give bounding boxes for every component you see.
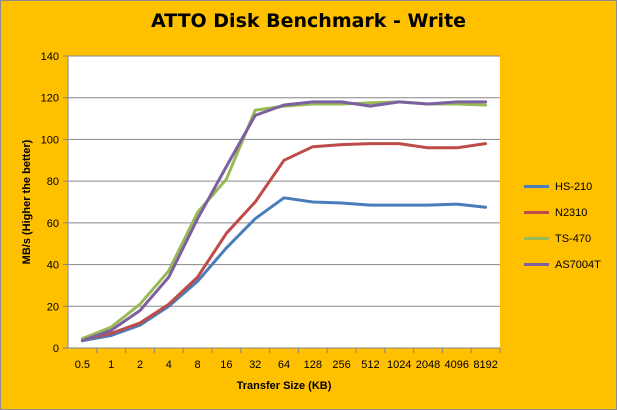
- y-tick-label: 0: [53, 343, 59, 355]
- x-tick-label: 1024: [387, 359, 411, 371]
- series-line-hs-210: [80, 196, 488, 343]
- x-tick-label: 4096: [445, 359, 469, 371]
- x-tick-label: 1: [108, 359, 114, 371]
- x-tick-label: 128: [304, 359, 322, 371]
- series-lines: [80, 100, 488, 343]
- legend-item: HS-210: [524, 180, 614, 193]
- x-tick-label: 16: [220, 359, 232, 371]
- x-tick-label: 4: [166, 359, 172, 371]
- x-tick-label: 0.5: [75, 359, 90, 371]
- x-tick-label: 2048: [416, 359, 440, 371]
- series-line-as7004t: [80, 100, 488, 343]
- y-tick-label: 100: [41, 134, 59, 146]
- legend-swatch: [524, 211, 549, 214]
- y-axis-label: MB/s (Higher the better): [21, 139, 33, 264]
- legend-item: AS7004T: [524, 258, 614, 271]
- y-tick-label: 120: [41, 93, 59, 105]
- legend-item: TS-470: [524, 232, 614, 245]
- x-axis-label: Transfer Size (KB): [237, 380, 332, 392]
- legend-label: N2310: [555, 206, 588, 219]
- legend-swatch: [524, 263, 549, 266]
- y-tick-label: 140: [41, 51, 59, 63]
- x-tick-label: 8: [195, 359, 201, 371]
- x-tick-labels: 0.5 1 2 4 8 16 32 64 128 256 512 1024 2048 4096 8192: [75, 359, 498, 371]
- y-tick-labels: 0 20 40 60 80 100 120 140: [41, 51, 59, 355]
- y-tick-label: 20: [47, 301, 59, 313]
- x-tick-label: 256: [332, 359, 350, 371]
- series-line-n2310: [80, 142, 488, 342]
- gridlines: [63, 55, 501, 353]
- legend: HS-210 N2310 TS-470 AS7004T: [524, 180, 614, 284]
- y-tick-label: 60: [47, 218, 59, 230]
- legend-label: TS-470: [555, 232, 592, 245]
- x-tick-label: 64: [278, 359, 290, 371]
- x-tick-label: 512: [361, 359, 379, 371]
- y-tick-label: 40: [47, 260, 59, 272]
- legend-label: HS-210: [555, 180, 593, 193]
- legend-swatch: [524, 237, 549, 240]
- chart-title: ATTO Disk Benchmark - Write: [150, 10, 467, 32]
- x-tick-label: 32: [249, 359, 261, 371]
- legend-item: N2310: [524, 206, 614, 219]
- y-tick-label: 80: [47, 176, 59, 188]
- legend-swatch: [524, 185, 549, 188]
- plot-area: [68, 56, 500, 348]
- x-tick-label: 2: [137, 359, 143, 371]
- x-tick-label: 8192: [473, 359, 497, 371]
- legend-label: AS7004T: [555, 258, 601, 271]
